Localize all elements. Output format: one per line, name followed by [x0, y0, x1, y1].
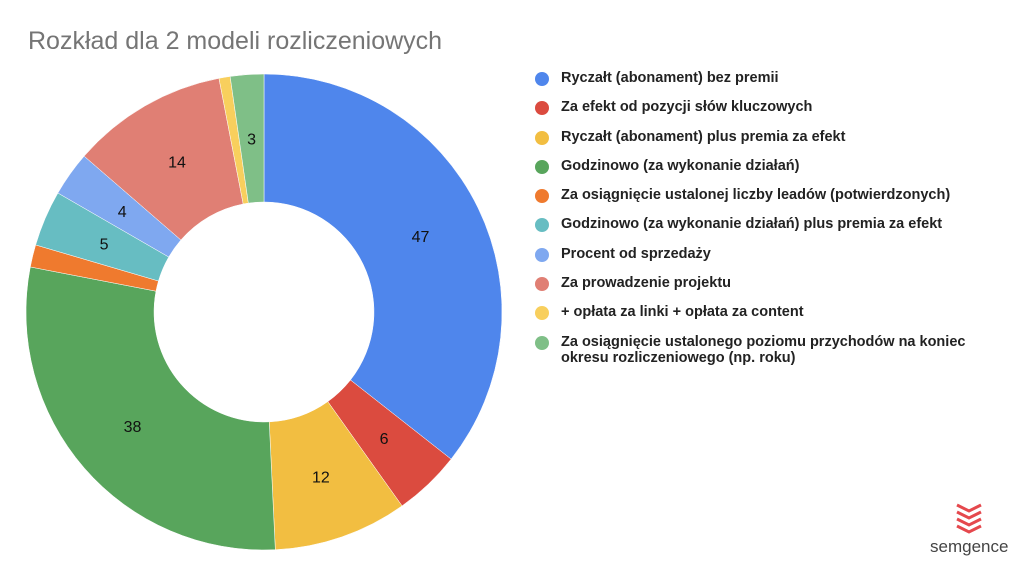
- legend-swatch: [535, 130, 549, 145]
- slice-value-label: 4: [118, 204, 127, 221]
- semgence-logo: semgence: [930, 502, 1008, 557]
- legend-label: Godzinowo (za wykonanie działań): [561, 157, 800, 174]
- legend-swatch: [535, 189, 549, 204]
- donut-slice: [263, 73, 503, 460]
- legend-item: Za efekt od pozycji słów kluczowych: [535, 99, 1015, 128]
- legend-label: Godzinowo (za wykonanie działań) plus pr…: [561, 216, 943, 233]
- legend-item: Za osiągnięcie ustalonego poziomu przych…: [535, 334, 1015, 366]
- legend-item: Ryczałt (abonament) plus premia za efekt: [535, 129, 1015, 158]
- legend-item: Za prowadzenie projektu: [535, 275, 1015, 304]
- slice-value-label: 14: [168, 154, 186, 171]
- legend-item: Procent od sprzedaży: [535, 246, 1015, 275]
- legend-label: Ryczałt (abonament) plus premia za efekt: [561, 128, 846, 145]
- legend-swatch: [535, 159, 549, 174]
- legend-item: Godzinowo (za wykonanie działań): [535, 158, 1015, 187]
- legend-label: Procent od sprzedaży: [561, 245, 711, 262]
- legend-item: Za osiągnięcie ustalonej liczby leadów (…: [535, 187, 1015, 216]
- legend-label: Za prowadzenie projektu: [561, 275, 731, 292]
- donut-slice: [25, 266, 276, 551]
- slice-value-label: 47: [412, 229, 430, 246]
- legend-label: Ryczałt (abonament) bez premii: [561, 70, 779, 86]
- legend-label: + opłata za linki + opłata za content: [561, 304, 804, 321]
- legend-swatch: [535, 101, 549, 116]
- legend-label: Za osiągnięcie ustalonej liczby leadów (…: [561, 187, 951, 204]
- legend-item: Godzinowo (za wykonanie działań) plus pr…: [535, 216, 1015, 245]
- legend-swatch: [535, 72, 549, 86]
- slice-value-label: 5: [100, 237, 109, 254]
- slice-value-label: 12: [312, 469, 330, 486]
- chart-title: Rozkład dla 2 modeli rozliczeniowych: [28, 27, 443, 55]
- legend-item: + opłata za linki + opłata za content: [535, 304, 1015, 333]
- slice-value-label: 3: [247, 131, 256, 148]
- legend-swatch: [535, 247, 549, 262]
- slice-value-label: 38: [124, 419, 142, 436]
- slice-value-label: 6: [380, 431, 389, 448]
- donut-slice: [229, 73, 265, 204]
- legend-swatch: [535, 218, 549, 233]
- legend-label: Za osiągnięcie ustalonego poziomu przych…: [561, 333, 966, 366]
- logo-text: semgence: [930, 537, 1009, 556]
- donut-chart: 47 6 12 38 54 14 3: [25, 73, 503, 551]
- legend-swatch: [535, 277, 549, 292]
- logo-chevrons-icon: [956, 503, 982, 534]
- legend-item: Ryczałt (abonament) bez premii: [535, 70, 1015, 99]
- legend-swatch: [535, 306, 549, 321]
- legend: Ryczałt (abonament) bez premii Za efekt o…: [535, 70, 1015, 366]
- legend-label: Za efekt od pozycji słów kluczowych: [561, 99, 813, 116]
- legend-swatch: [535, 335, 549, 350]
